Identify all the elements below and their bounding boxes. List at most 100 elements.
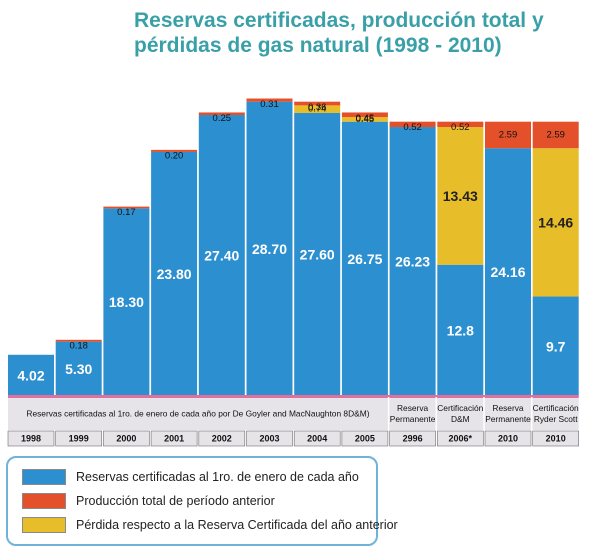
bar-production-7 <box>341 112 388 118</box>
bar-loss-9 <box>437 127 484 265</box>
label-production-5: 0.31 <box>260 99 279 110</box>
bar-production-2 <box>103 206 150 209</box>
year-label-2: 2000 <box>116 434 136 444</box>
bar-reserves-5 <box>246 101 293 396</box>
legend-item-reserves: Reservas certificadas al 1ro. de enero d… <box>22 468 359 486</box>
group-label-3-line2: Permanente <box>485 414 531 424</box>
baseline-strip <box>8 395 579 398</box>
group-label-3-line1: Reserva <box>492 403 524 413</box>
group-label-0: Reservas certificadas al 1ro. de enero d… <box>26 409 369 419</box>
label-production-4: 0.25 <box>213 113 232 124</box>
legend-label-reserves: Reservas certificadas al 1ro. de enero d… <box>76 470 359 484</box>
legend-item-loss: Pérdida respecto a la Reserva Certificad… <box>22 516 398 534</box>
group-label-1-line1: Reserva <box>397 403 429 413</box>
bar-reserves-11 <box>532 296 579 396</box>
year-cell-11 <box>532 430 580 447</box>
year-label-3: 2001 <box>164 434 184 444</box>
bar-production-8 <box>389 121 436 128</box>
bar-production-3 <box>151 149 198 152</box>
legend-label-loss: Pérdida respecto a la Reserva Certificad… <box>76 518 398 532</box>
legend-swatch-loss <box>22 517 66 533</box>
group-label-4-line1: Certificación <box>533 403 579 413</box>
bar-production-4 <box>198 112 245 116</box>
label-reserves-11: 9.7 <box>546 338 566 354</box>
label-production-6: 0.36 <box>308 102 327 113</box>
bar-production-1 <box>55 339 102 342</box>
label-reserves-1: 5.30 <box>65 361 92 377</box>
bar-reserves-4 <box>198 115 245 397</box>
label-production-3: 0.20 <box>165 150 184 161</box>
year-label-7: 2005 <box>355 434 375 444</box>
year-cell-0 <box>7 430 55 447</box>
bar-loss-11 <box>532 148 579 297</box>
label-loss-6: 0.74 <box>308 104 327 115</box>
year-label-10: 2010 <box>498 434 518 444</box>
bar-reserves-3 <box>151 151 198 396</box>
label-reserves-6: 27.60 <box>300 246 335 262</box>
year-cell-2 <box>103 430 150 447</box>
bar-production-6 <box>294 101 341 106</box>
label-reserves-9: 12.8 <box>447 322 474 338</box>
label-production-1: 0.18 <box>69 340 88 351</box>
bar-reserves-10 <box>485 148 531 396</box>
label-reserves-3: 23.80 <box>157 266 192 282</box>
chart-title: Reservas certificadas, producción total … <box>134 9 544 57</box>
year-label-11: 2010 <box>546 434 566 444</box>
group-label-2-line1: Certificación <box>437 403 483 413</box>
bar-loss-6 <box>294 105 341 113</box>
label-production-11: 2.59 <box>546 129 565 140</box>
year-label-9: 2006* <box>449 434 473 444</box>
label-reserves-2: 18.30 <box>109 294 144 310</box>
year-label-5: 2003 <box>259 434 279 444</box>
label-production-10: 2.59 <box>499 129 518 140</box>
label-loss-9: 13.43 <box>443 188 478 204</box>
label-production-7: 0.45 <box>356 113 375 124</box>
year-label-0: 1998 <box>21 434 41 444</box>
bar-reserves-6 <box>294 112 341 397</box>
group-label-4-line2: Ryder Scott <box>534 414 578 424</box>
label-reserves-0: 4.02 <box>17 367 44 383</box>
year-cell-6 <box>293 430 341 447</box>
year-cell-5 <box>246 430 293 447</box>
bar-production-9 <box>437 121 484 128</box>
year-cell-8 <box>389 430 436 447</box>
legend: Reservas certificadas al 1ro. de enero d… <box>6 456 398 546</box>
year-cell-10 <box>484 430 532 447</box>
label-production-2: 0.17 <box>117 207 136 218</box>
bar-reserves-0 <box>8 354 54 396</box>
bar-reserves-2 <box>103 208 150 396</box>
bar-loss-7 <box>341 117 388 122</box>
label-reserves-10: 24.16 <box>490 264 525 280</box>
year-cell-9 <box>436 430 484 447</box>
bar-production-11 <box>532 121 579 149</box>
legend-item-production: Producción total de período anterior <box>22 492 275 510</box>
bar-reserves-8 <box>389 127 436 397</box>
bar-production-10 <box>485 121 531 149</box>
label-production-9: 0.52 <box>451 122 470 133</box>
label-loss-11: 14.46 <box>538 214 573 230</box>
year-label-8: 2996 <box>403 434 423 444</box>
bar-reserves-1 <box>55 341 102 396</box>
label-reserves-7: 26.75 <box>347 251 382 267</box>
legend-label-production: Producción total de período anterior <box>76 494 275 508</box>
bar-reserves-7 <box>341 121 388 396</box>
label-reserves-5: 28.70 <box>252 241 287 257</box>
bar-reserves-9 <box>437 264 484 396</box>
group-label-2-line2: D&M <box>451 414 470 424</box>
year-label-6: 2004 <box>307 434 327 444</box>
label-reserves-4: 27.40 <box>204 248 239 264</box>
bar-production-5 <box>246 98 293 102</box>
label-reserves-8: 26.23 <box>395 254 430 270</box>
label-production-8: 0.52 <box>403 122 422 133</box>
year-cell-4 <box>198 430 246 447</box>
group-label-1-line2: Permanente <box>390 414 436 424</box>
year-cell-7 <box>341 430 389 447</box>
year-label-1: 1999 <box>69 434 89 444</box>
year-cell-3 <box>150 430 198 447</box>
year-cell-1 <box>55 430 103 447</box>
label-loss-7: 0.45 <box>356 114 375 125</box>
legend-swatch-reserves <box>22 469 66 485</box>
year-label-4: 2002 <box>212 434 232 444</box>
legend-swatch-production <box>22 493 66 509</box>
